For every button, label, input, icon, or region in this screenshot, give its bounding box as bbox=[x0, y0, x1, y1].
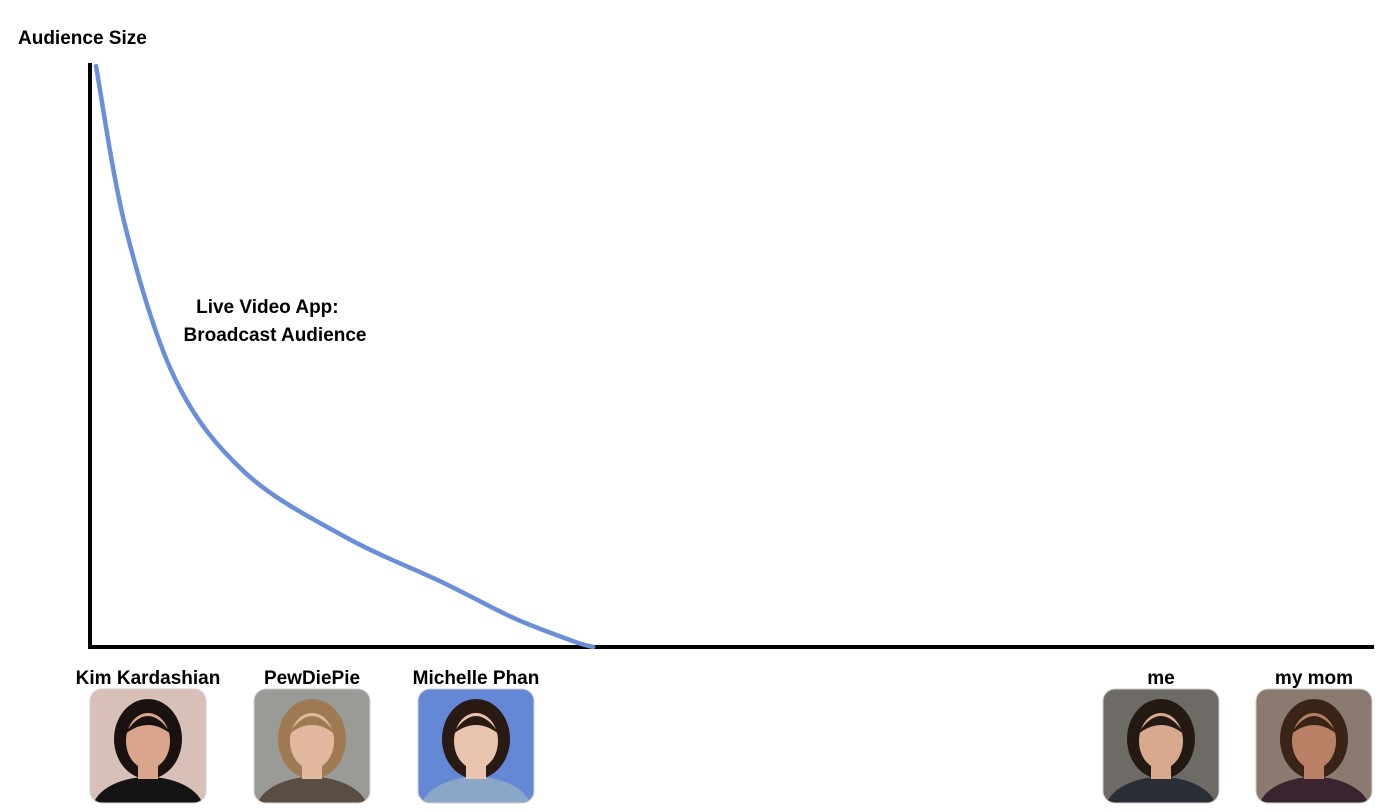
pewdiepie-photo-icon bbox=[253, 688, 371, 804]
me-photo-icon bbox=[1102, 688, 1220, 804]
annotation-line-1: Live Video App: bbox=[196, 297, 339, 318]
y-axis-label: Audience Size bbox=[18, 28, 147, 49]
category-label-4: my mom bbox=[1275, 668, 1353, 689]
my-mom-photo-icon bbox=[1255, 688, 1373, 804]
people-axis-labels: Kim Kardashian PewDiePie Michelle Phan me my… bbox=[76, 668, 1373, 804]
category-label-0: Kim Kardashian bbox=[76, 668, 221, 689]
annotation-line-2: Broadcast Audience bbox=[183, 325, 366, 346]
category-label-2: Michelle Phan bbox=[413, 668, 540, 689]
curve-annotation: Live Video App: Broadcast Audience bbox=[183, 297, 366, 346]
category-label-1: PewDiePie bbox=[264, 668, 360, 689]
series-line-broadcast-audience bbox=[93, 63, 596, 650]
kim-kardashian-photo-icon bbox=[89, 688, 207, 804]
category-label-3: me bbox=[1147, 668, 1174, 689]
michelle-phan-photo-icon bbox=[417, 688, 535, 804]
